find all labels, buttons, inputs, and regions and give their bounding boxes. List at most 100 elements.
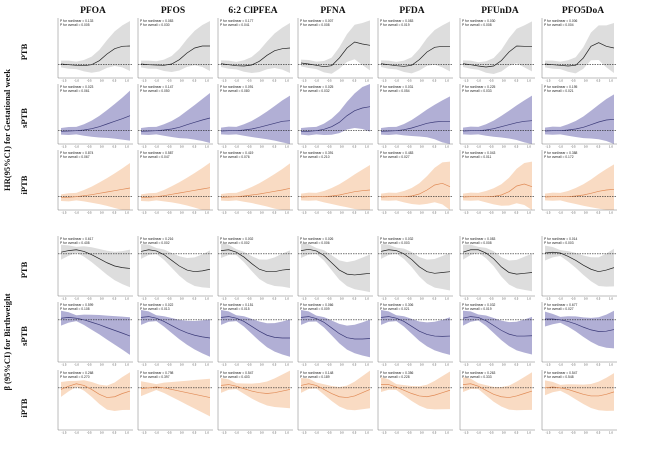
- p-overall-annotation: P for overall = 0.061: [60, 89, 90, 93]
- x-tick-label: -1.5: [222, 145, 227, 149]
- series-line: [220, 120, 291, 132]
- p-overall-annotation: P for overall = 0.032: [300, 89, 330, 93]
- x-tick-label: -1.0: [234, 431, 239, 435]
- ci-band: [381, 309, 450, 355]
- x-tick-label: 0.0: [180, 79, 184, 83]
- panel-2-0: -1.5 -1.0 -0.5 0.0 0.5 1.0 P for nonlinear = 0…: [57, 150, 133, 215]
- ci-band: [221, 243, 290, 289]
- x-tick-label: -1.5: [546, 79, 551, 83]
- x-tick-label: 1.0: [125, 431, 129, 435]
- x-tick-label: -0.5: [489, 211, 494, 215]
- x-tick-label: -1.0: [74, 211, 79, 215]
- x-tick-label: -1.0: [476, 297, 481, 301]
- x-tick-label: -1.5: [464, 431, 469, 435]
- series-line: [220, 316, 290, 339]
- x-tick-label: -1.0: [558, 431, 563, 435]
- x-tick-label: -1.0: [394, 431, 399, 435]
- p-overall-annotation: P for overall = 0.080: [220, 89, 250, 93]
- panel-0-1: -1.5 -1.0 -0.5 0.0 0.5 1.0 P for nonlinear = 0…: [137, 18, 213, 83]
- x-tick-label: -1.5: [222, 431, 227, 435]
- p-overall-annotation: P for overall = 0.021: [380, 307, 410, 311]
- p-overall-annotation: P for overall = 0.108: [60, 307, 90, 311]
- x-tick-label: -1.0: [394, 145, 399, 149]
- panel-0-6: -1.5 -1.0 -0.5 0.0 0.5 1.0 P for nonlinear = 0…: [541, 18, 617, 83]
- x-tick-label: -0.5: [489, 431, 494, 435]
- p-nonlinear-annotation: P for nonlinear = 0.148: [300, 371, 334, 375]
- y-axis-label-gestational-week: HR(95%CI) for Gestational week: [2, 69, 12, 191]
- x-tick-label: 1.0: [205, 145, 209, 149]
- p-nonlinear-annotation: P for nonlinear = 0.030: [462, 19, 496, 23]
- series-line: [60, 383, 131, 398]
- p-nonlinear-annotation: P for nonlinear = 0.587: [140, 151, 174, 155]
- p-overall-annotation: P for overall = 0.228: [380, 375, 410, 379]
- p-nonlinear-annotation: P for nonlinear = 0.091: [220, 85, 254, 89]
- ci-band: [141, 378, 210, 417]
- x-tick-label: 1.0: [125, 297, 129, 301]
- p-nonlinear-annotation: P for nonlinear = 0.151: [220, 303, 254, 307]
- x-tick-label: 0.5: [352, 363, 356, 367]
- ci-band: [221, 309, 290, 357]
- ci-band: [61, 310, 130, 355]
- x-tick-label: 0.5: [272, 431, 276, 435]
- x-tick-label: 0.0: [584, 431, 588, 435]
- x-tick-label: 0.5: [432, 431, 436, 435]
- series-line: [380, 45, 450, 67]
- x-tick-label: -1.5: [222, 363, 227, 367]
- series-line: [140, 187, 211, 199]
- x-tick-label: 1.0: [125, 79, 129, 83]
- x-tick-label: 0.0: [584, 79, 588, 83]
- ci-band: [141, 21, 210, 73]
- p-nonlinear-annotation: P for nonlinear = 0.014: [544, 237, 578, 241]
- column-header-pfna: PFNA: [320, 6, 345, 16]
- ci-band: [301, 243, 370, 293]
- x-tick-label: 0.5: [192, 431, 196, 435]
- x-tick-label: -1.0: [476, 79, 481, 83]
- ci-band: [61, 163, 130, 210]
- x-tick-label: -1.0: [314, 145, 319, 149]
- x-tick-label: -0.5: [247, 79, 252, 83]
- x-tick-label: -0.5: [489, 297, 494, 301]
- x-tick-label: -0.5: [247, 145, 252, 149]
- p-nonlinear-annotation: P for nonlinear = 0.032: [380, 237, 414, 241]
- ci-band: [463, 244, 532, 292]
- x-tick-label: 1.0: [445, 79, 449, 83]
- p-overall-annotation: P for overall = 0.002: [220, 241, 250, 245]
- x-tick-label: -1.0: [154, 211, 159, 215]
- ci-band: [141, 162, 210, 210]
- series-line: [381, 384, 451, 398]
- x-tick-label: 1.0: [365, 431, 369, 435]
- row-header-ptb-hr: PTB: [19, 43, 29, 60]
- x-tick-label: -0.5: [327, 431, 332, 435]
- x-tick-label: -0.5: [167, 297, 172, 301]
- x-tick-label: -1.5: [546, 297, 551, 301]
- x-tick-label: -1.5: [382, 363, 387, 367]
- x-tick-label: -1.5: [382, 79, 387, 83]
- x-tick-label: -1.0: [74, 145, 79, 149]
- x-tick-label: 1.0: [445, 297, 449, 301]
- p-nonlinear-annotation: P for nonlinear = 0.066: [300, 303, 334, 307]
- x-tick-label: -1.0: [74, 431, 79, 435]
- x-tick-label: -0.5: [167, 431, 172, 435]
- ci-band: [381, 21, 450, 74]
- p-overall-annotation: P for overall = 0.210: [300, 155, 330, 159]
- x-tick-label: 1.0: [609, 211, 613, 215]
- x-tick-label: 1.0: [527, 79, 531, 83]
- x-tick-label: 0.5: [596, 79, 600, 83]
- ci-band: [141, 309, 210, 357]
- p-nonlinear-annotation: P for nonlinear = 0.547: [220, 371, 254, 375]
- p-overall-annotation: P for overall = 0.002: [140, 241, 170, 245]
- x-tick-label: 0.5: [514, 145, 518, 149]
- p-nonlinear-annotation: P for nonlinear = 0.874: [60, 151, 94, 155]
- x-tick-label: 0.5: [596, 431, 600, 435]
- series-line: [140, 316, 211, 339]
- column-header-pfda: PFDA: [399, 6, 424, 16]
- x-tick-label: -1.5: [302, 145, 307, 149]
- ci-band: [545, 94, 614, 144]
- series-line: [300, 41, 371, 68]
- x-tick-label: 1.0: [445, 431, 449, 435]
- x-tick-label: 1.0: [205, 79, 209, 83]
- x-tick-label: 1.0: [445, 145, 449, 149]
- x-tick-label: -0.5: [327, 363, 332, 367]
- p-overall-annotation: P for overall = 0.030: [140, 23, 170, 27]
- x-tick-label: -1.0: [558, 297, 563, 301]
